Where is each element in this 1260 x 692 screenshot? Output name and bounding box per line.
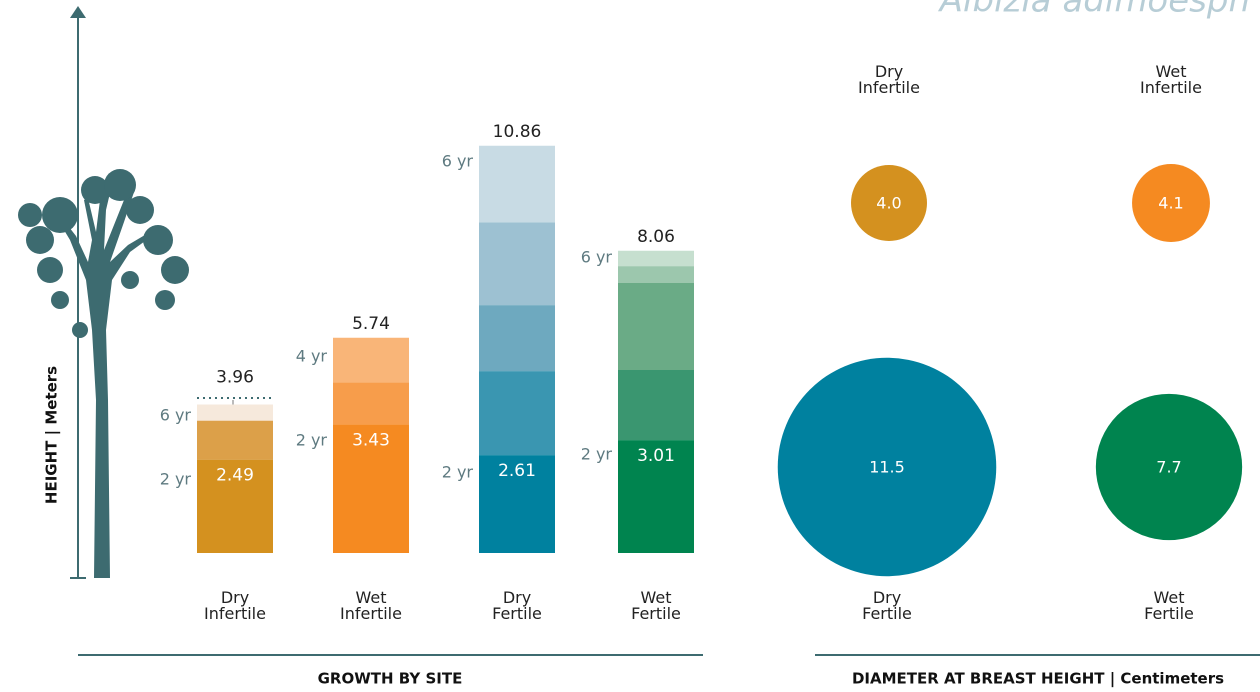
data-label: 11.5 bbox=[869, 458, 905, 477]
bar-segment bbox=[479, 371, 555, 456]
year-label: 2 yr bbox=[442, 463, 474, 482]
x-tick-label: Dry Infertile bbox=[204, 588, 266, 623]
x-tick-label: Wet Fertile bbox=[631, 588, 681, 623]
bubble bbox=[851, 165, 927, 241]
data-label: 7.7 bbox=[1156, 458, 1181, 477]
bar-segment bbox=[618, 370, 694, 441]
total-label: 10.86 bbox=[493, 122, 542, 142]
category-label: Wet Fertile bbox=[1144, 588, 1194, 623]
bar-segment bbox=[618, 250, 694, 267]
year-label: 6 yr bbox=[442, 152, 474, 171]
data-label: 3.43 bbox=[352, 430, 390, 450]
bar-segment bbox=[197, 420, 273, 460]
x-axis-label: GROWTH BY SITE bbox=[318, 670, 463, 688]
total-label: 3.96 bbox=[216, 368, 254, 388]
year-label: 2 yr bbox=[160, 470, 192, 489]
bar-segment bbox=[479, 455, 555, 553]
bar-segment bbox=[618, 266, 694, 283]
bar-segment bbox=[333, 424, 409, 553]
x-axis-label: DIAMETER AT BREAST HEIGHT | Centimeters bbox=[852, 670, 1224, 689]
bubble bbox=[1095, 393, 1243, 541]
bar-segment bbox=[197, 404, 273, 421]
total-label: 5.74 bbox=[352, 314, 390, 334]
title: Albizia adimoesph bbox=[938, 0, 1250, 21]
bubble bbox=[1132, 164, 1210, 242]
bar-segment bbox=[479, 145, 555, 223]
y-axis-label: HEIGHT | Meters bbox=[43, 366, 62, 504]
data-label: 2.61 bbox=[498, 461, 536, 481]
bubble bbox=[777, 357, 997, 577]
data-label: 4.0 bbox=[876, 194, 901, 213]
category-label: Wet Infertile bbox=[1140, 62, 1202, 97]
year-label: 4 yr bbox=[296, 347, 328, 366]
bar-segment bbox=[333, 337, 409, 383]
x-tick-label: Dry Fertile bbox=[492, 588, 542, 623]
year-label: 2 yr bbox=[296, 431, 328, 450]
bar-segment bbox=[479, 222, 555, 306]
data-label: 4.1 bbox=[1158, 194, 1183, 213]
total-label: 8.06 bbox=[637, 227, 675, 247]
bar-segment bbox=[197, 459, 273, 553]
x-tick-label: Wet Infertile bbox=[340, 588, 402, 623]
bar-segment bbox=[333, 382, 409, 425]
bar-segment bbox=[618, 283, 694, 370]
year-label: 6 yr bbox=[160, 406, 192, 425]
tree-icon bbox=[18, 169, 189, 578]
year-label: 2 yr bbox=[581, 445, 613, 464]
year-label: 6 yr bbox=[581, 248, 613, 267]
bar-segment bbox=[479, 305, 555, 372]
data-label: 2.49 bbox=[216, 466, 254, 486]
category-label: Dry Fertile bbox=[862, 588, 912, 623]
data-label: 3.01 bbox=[637, 446, 675, 466]
y-axis-arrow bbox=[70, 6, 86, 18]
category-label: Dry Infertile bbox=[858, 62, 920, 97]
bar-segment bbox=[618, 440, 694, 553]
